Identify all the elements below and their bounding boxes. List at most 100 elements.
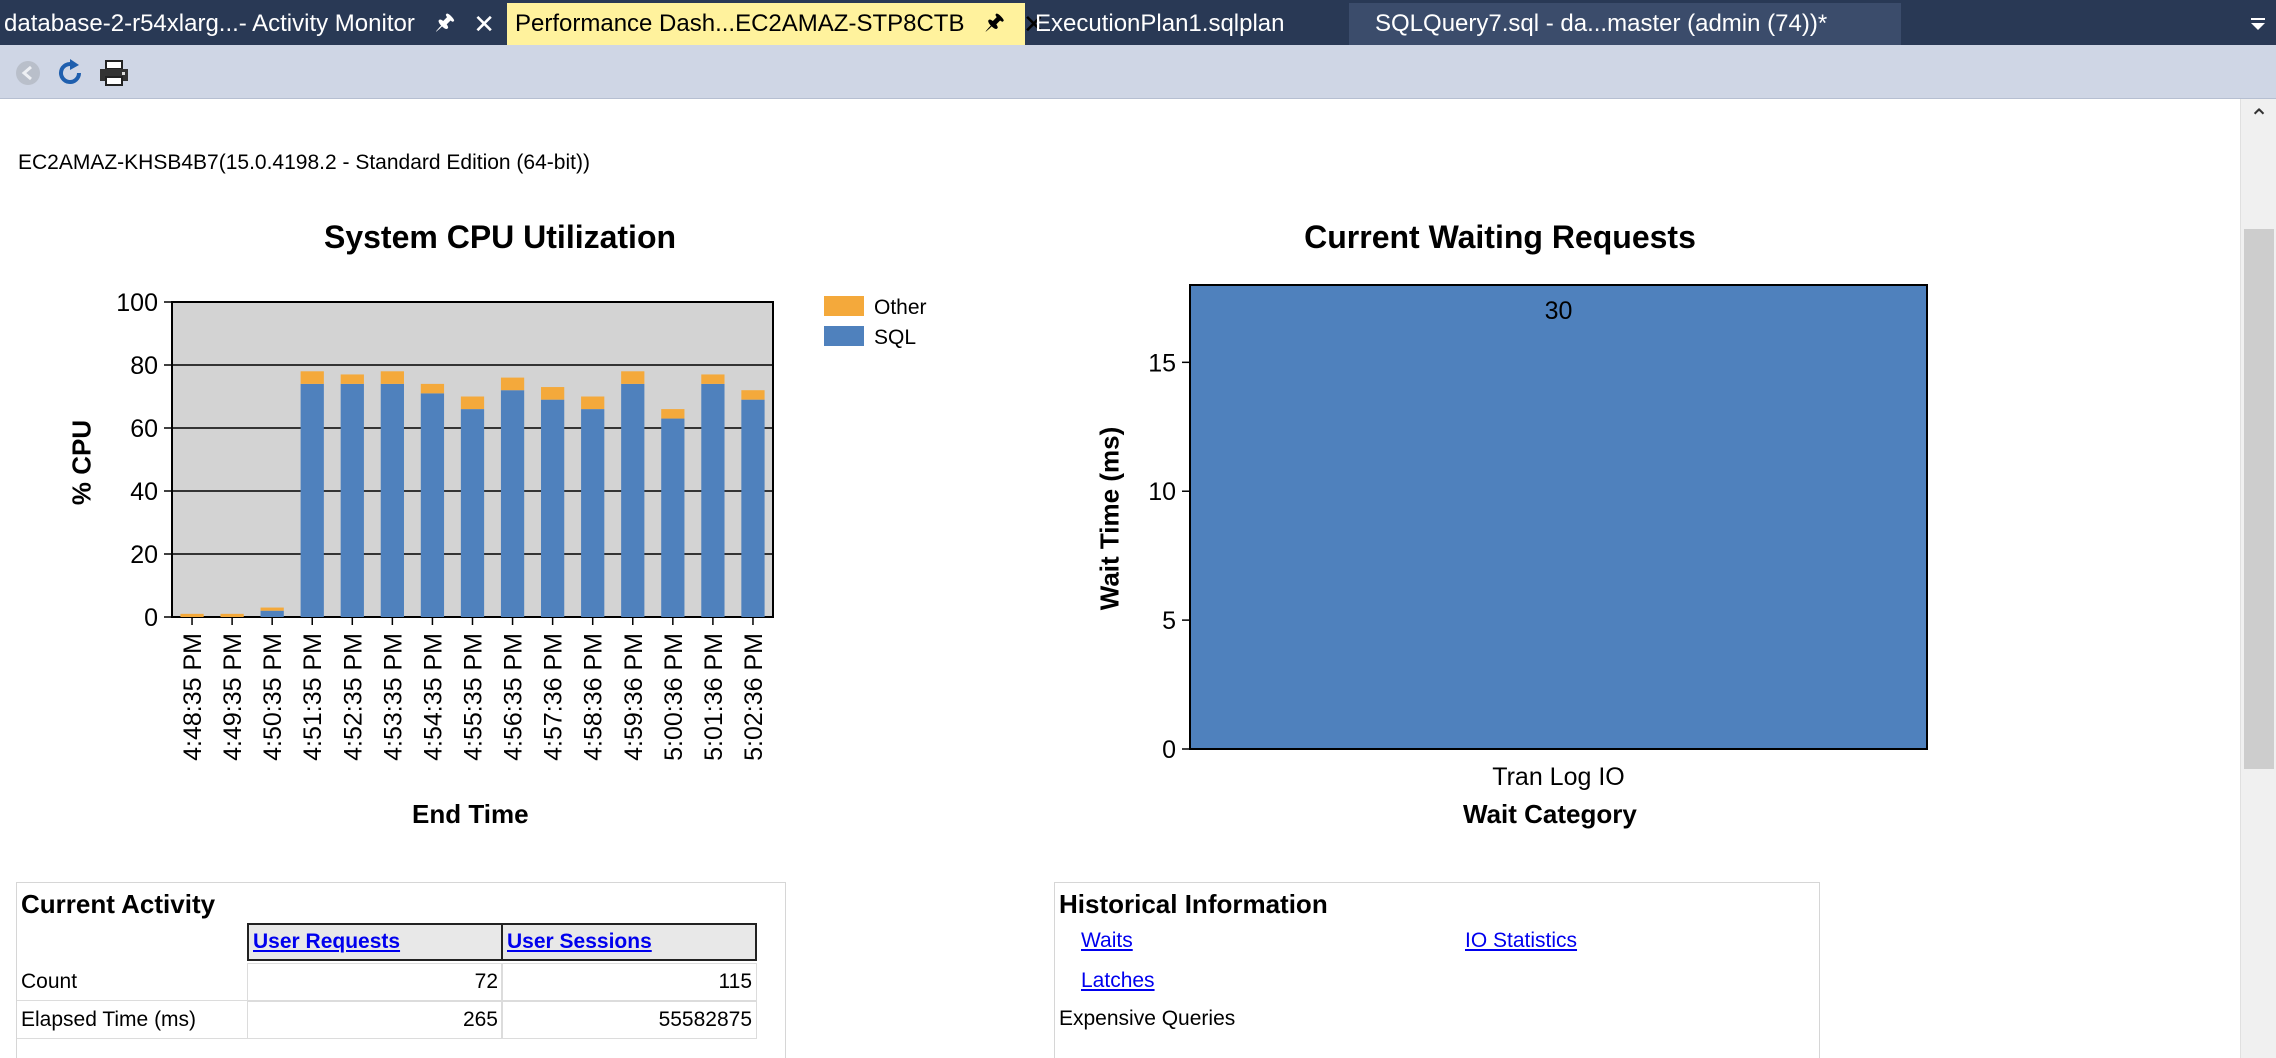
pin-icon[interactable]: 🖈 (984, 9, 1005, 34)
server-info: EC2AMAZ-KHSB4B7(15.0.4198.2 - Standard E… (18, 151, 590, 174)
x-tick-label: 4:58:36 PM (580, 633, 608, 761)
y-tick-label: 100 (116, 289, 158, 317)
report-toolbar (0, 45, 2276, 99)
tab-label: database-2-r54xlarg...- Activity Monitor (4, 10, 415, 37)
x-tick-label: 4:56:35 PM (500, 633, 528, 761)
y-tick-label: 0 (144, 604, 158, 632)
bar-sql (500, 390, 525, 617)
bar-other (541, 387, 565, 400)
y-tick-label: 40 (130, 478, 158, 506)
y-tick-label: 5 (1162, 607, 1176, 635)
bar-other (220, 613, 244, 617)
historical-information-panel: Historical Information Waits Latches IO … (1054, 882, 1820, 1058)
back-arrow-icon[interactable] (12, 57, 44, 89)
y-tick-label: 20 (130, 541, 158, 569)
x-tick-label: 5:00:36 PM (660, 633, 688, 761)
x-tick-label: 4:54:35 PM (419, 633, 447, 761)
bar-sql (420, 393, 445, 617)
y-tick-label: 10 (1148, 478, 1176, 506)
refresh-icon[interactable] (54, 57, 86, 89)
waits-link[interactable]: Waits (1081, 929, 1133, 952)
x-tick-label: Tran Log IO (1492, 763, 1624, 791)
bar-other (460, 396, 485, 410)
x-tick-label: 5:01:36 PM (700, 633, 728, 761)
tab-performance-dashboard[interactable]: Performance Dash...EC2AMAZ-STP8CTB 🖈 ✕ (507, 3, 1045, 45)
bar-sql (701, 383, 725, 617)
table-cell: 115 (501, 963, 757, 1001)
data-label: 30 (1545, 297, 1573, 325)
y-tick-label: 0 (1162, 736, 1176, 764)
document-tab-strip: database-2-r54xlarg...- Activity Monitor… (0, 0, 2276, 45)
legend-swatch (824, 296, 864, 316)
row-label: Elapsed Time (ms) (17, 1001, 249, 1039)
x-tick-label: 4:52:35 PM (339, 633, 367, 761)
tab-label: Performance Dash...EC2AMAZ-STP8CTB (515, 10, 965, 37)
bar-sql (380, 383, 404, 617)
x-tick-label: 4:50:35 PM (259, 633, 287, 761)
x-tick-label: 4:48:35 PM (179, 633, 207, 761)
bar-sql (300, 383, 324, 617)
bar-other (701, 374, 725, 384)
x-axis-title: End Time (412, 799, 529, 829)
io-statistics-link[interactable]: IO Statistics (1465, 929, 1578, 952)
x-tick-label: 4:59:36 PM (620, 633, 648, 761)
bar-other (420, 383, 445, 394)
bar-other (380, 371, 404, 384)
user-sessions-link[interactable]: User Sessions (507, 930, 652, 953)
bar-other (661, 409, 685, 419)
bar-sql (340, 383, 364, 617)
x-tick-label: 4:55:35 PM (460, 633, 488, 761)
legend-label: Other (874, 296, 927, 319)
scroll-up-icon[interactable]: ⌃ (2248, 104, 2270, 132)
bar-other (180, 613, 204, 617)
bar (1190, 285, 1927, 749)
y-tick-label: 15 (1148, 349, 1176, 377)
bar-sql (661, 418, 685, 617)
bar-other (300, 371, 324, 384)
x-tick-label: 4:53:35 PM (379, 633, 407, 761)
printer-icon[interactable] (98, 57, 130, 89)
pin-icon[interactable]: 🖈 (434, 9, 456, 34)
y-tick-label: 80 (130, 352, 158, 380)
tab-sql-query[interactable]: SQLQuery7.sql - da...master (admin (74))… (1349, 3, 1901, 45)
bar-sql (541, 399, 565, 617)
table-cell: 55582875 (501, 1001, 757, 1039)
latches-link[interactable]: Latches (1081, 969, 1155, 992)
legend-swatch (824, 326, 864, 346)
row-label: Count (17, 963, 249, 1001)
column-header: User Sessions (501, 923, 757, 961)
bar-other (741, 390, 765, 400)
bar-other (581, 396, 605, 410)
table-cell: 265 (247, 1001, 503, 1039)
bar-sql (621, 383, 645, 617)
dropdown-arrow-icon[interactable] (2240, 3, 2276, 45)
close-icon[interactable]: ✕ (1022, 8, 1045, 39)
y-tick-label: 60 (130, 415, 158, 443)
expensive-queries-label: Expensive Queries (1059, 1007, 1236, 1030)
panel-title: Historical Information (1059, 889, 1328, 919)
cpu-utilization-chart: 0 20 40 60 80 100 4:48:35 PM 4:49:35 PM 4:50:35 … (116, 289, 927, 761)
column-header: User Requests (247, 923, 503, 961)
dashboard-content: EC2AMAZ-KHSB4B7(15.0.4198.2 - Standard E… (0, 99, 2240, 1058)
tab-label: ExecutionPlan1.sqlplan (1035, 10, 1285, 37)
x-tick-label: 4:51:35 PM (299, 633, 327, 761)
bar-sql (581, 409, 605, 617)
bar-sql (741, 399, 765, 617)
plot-area-border (1189, 284, 1928, 750)
tab-execution-plan[interactable]: ExecutionPlan1.sqlplan (1027, 3, 1347, 45)
chart-title: System CPU Utilization (323, 219, 677, 255)
bar-other (260, 607, 284, 611)
x-tick-label: 4:49:35 PM (219, 633, 247, 761)
scrollbar-thumb[interactable] (2244, 229, 2274, 769)
x-tick-label: 5:02:36 PM (740, 633, 768, 761)
legend-label: SQL (874, 326, 916, 349)
x-axis-title: Wait Category (1463, 799, 1637, 829)
panel-title: Current Activity (21, 889, 216, 919)
user-requests-link[interactable]: User Requests (253, 930, 401, 953)
vertical-scrollbar[interactable]: ⌃ (2240, 99, 2276, 1058)
tab-activity-monitor[interactable]: database-2-r54xlarg...- Activity Monitor… (0, 3, 505, 45)
x-tick-label: 4:57:36 PM (540, 633, 568, 761)
close-icon[interactable]: ✕ (473, 8, 495, 39)
bar-sql (260, 610, 284, 617)
bar-other (500, 377, 525, 391)
